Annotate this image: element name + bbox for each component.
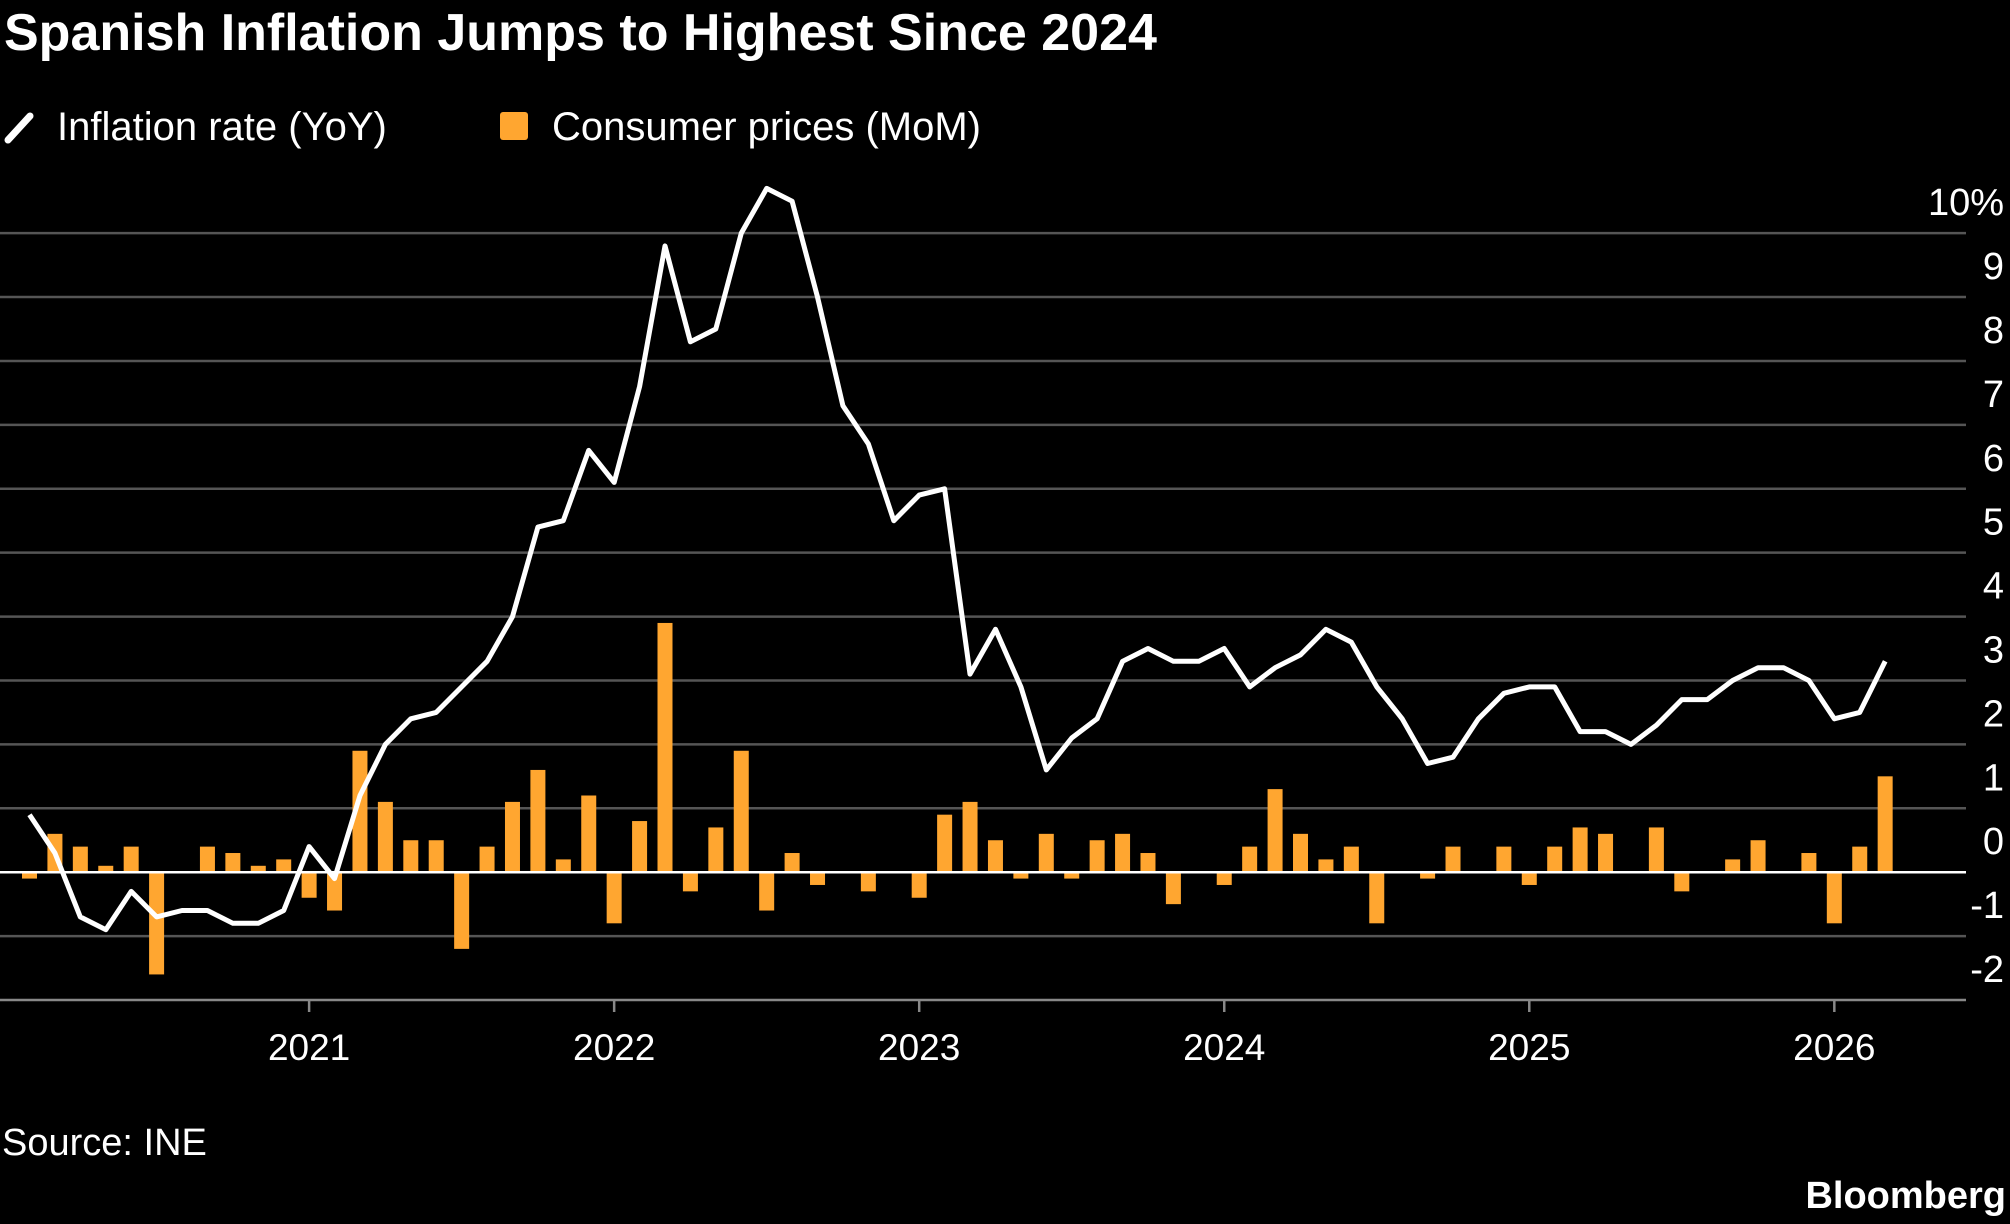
bar (403, 840, 419, 873)
bar (1038, 833, 1054, 873)
x-tick-label: 2023 (878, 1027, 960, 1068)
y-tick-label: 6 (1983, 438, 2004, 480)
bar (1064, 872, 1080, 879)
bar (225, 853, 241, 873)
y-tick-label: 5 (1983, 502, 2004, 544)
source: Source: INE (2, 1122, 207, 1164)
bar (1445, 846, 1461, 873)
y-tick-label: 10% (1928, 182, 2004, 224)
legend-bar-icon (500, 112, 528, 140)
bar (22, 872, 37, 879)
bar (1293, 833, 1308, 873)
chart-title: Spanish Inflation Jumps to Highest Since… (4, 4, 1157, 62)
bar (250, 865, 266, 873)
bar (1496, 846, 1512, 873)
bar (1852, 846, 1868, 873)
y-tick-label: 0 (1983, 821, 2004, 863)
bar (1801, 853, 1817, 873)
bar (1013, 872, 1029, 879)
bar (759, 872, 775, 911)
bar (1140, 853, 1156, 873)
y-tick-label: 4 (1983, 566, 2004, 608)
y-tick-label: 3 (1983, 629, 2004, 671)
x-tick-label: 2021 (268, 1027, 350, 1068)
bar (632, 821, 648, 873)
bar (708, 827, 724, 873)
bar (1216, 872, 1232, 885)
bar (504, 801, 520, 873)
bar (276, 859, 292, 873)
bar (1420, 872, 1436, 879)
x-tick-label: 2026 (1793, 1027, 1875, 1068)
bar (1826, 872, 1842, 924)
bar (479, 846, 495, 873)
y-tick-label: 8 (1983, 310, 2004, 352)
bar (1648, 827, 1664, 873)
bar (1521, 872, 1537, 885)
x-tick-label: 2025 (1488, 1027, 1570, 1068)
bar (428, 840, 444, 873)
bar (454, 872, 470, 949)
bar (530, 769, 546, 873)
bar (987, 840, 1003, 873)
legend-label: Inflation rate (YoY) (57, 105, 387, 149)
bar (1674, 872, 1690, 892)
bar (1369, 872, 1385, 924)
bar (1598, 833, 1614, 873)
y-tick-label: 7 (1983, 374, 2004, 416)
legend-line-icon (4, 112, 34, 144)
bar (72, 846, 88, 873)
bar (1750, 840, 1766, 873)
bar (911, 872, 927, 898)
bar (1242, 846, 1258, 873)
y-tick-label: 2 (1983, 693, 2004, 735)
bar (1725, 859, 1741, 873)
bar (1165, 872, 1181, 905)
bar (1115, 833, 1131, 873)
bar (1877, 776, 1893, 873)
bar (733, 750, 749, 873)
y-tick-label: -1 (1970, 885, 2004, 927)
bar (301, 872, 317, 898)
bar (657, 622, 673, 873)
bar (377, 801, 393, 873)
bar (937, 814, 953, 873)
bar (149, 872, 165, 975)
y-tick-label: 1 (1983, 757, 2004, 799)
bar (962, 801, 978, 873)
bar (352, 750, 368, 873)
bar (123, 846, 139, 873)
y-tick-label: -2 (1970, 949, 2004, 991)
bar (606, 872, 622, 924)
x-tick-label: 2022 (573, 1027, 655, 1068)
line (27, 185, 1888, 933)
legend-label: Consumer prices (MoM) (552, 105, 981, 149)
bar (682, 872, 698, 892)
bar (1343, 846, 1359, 873)
brand: Bloomberg (1805, 1175, 2006, 1217)
bar (581, 795, 597, 873)
x-tick-label: 2024 (1183, 1027, 1265, 1068)
bar (1572, 827, 1588, 873)
bar (810, 872, 826, 885)
bar (1318, 859, 1334, 873)
bar (555, 859, 571, 873)
y-tick-label: 9 (1983, 246, 2004, 288)
bar (199, 846, 215, 873)
bar (98, 865, 114, 873)
bar (1547, 846, 1563, 873)
bar (327, 872, 343, 911)
bar (784, 853, 800, 873)
bar (1267, 789, 1283, 873)
bar (1089, 840, 1105, 873)
bar (860, 872, 876, 892)
